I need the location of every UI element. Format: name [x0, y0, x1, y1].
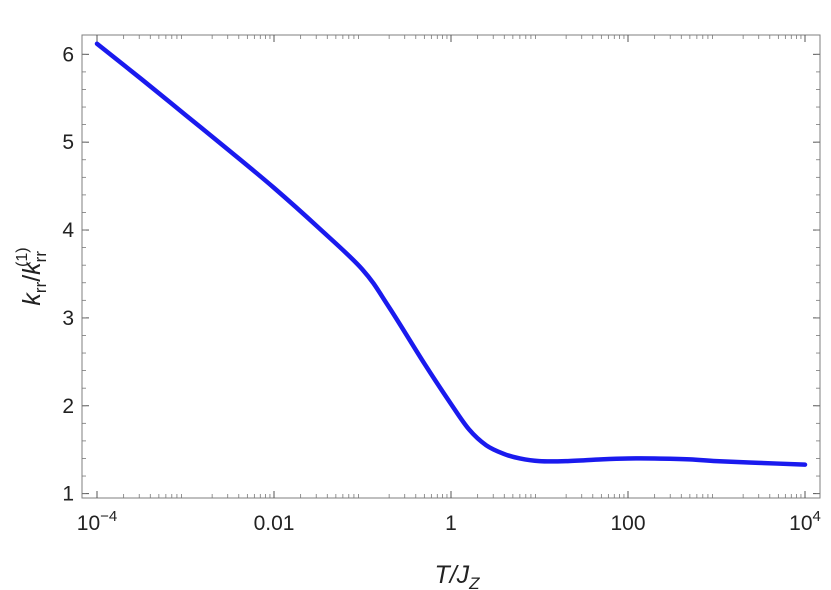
x-tick-label: 0.01: [254, 512, 295, 535]
x-tick-label: 1: [445, 512, 457, 535]
y-tick-label: 4: [62, 219, 74, 242]
y-tick-label: 2: [62, 395, 74, 418]
y-axis-label: krr/krr(1): [14, 247, 50, 305]
series-line: [94, 41, 808, 467]
plot-frame: [81, 34, 821, 499]
x-tick-label: 10−4: [77, 508, 117, 535]
y-tick-label: 3: [62, 307, 74, 330]
y-tick-label: 1: [62, 483, 74, 506]
x-axis-label: T/JZ: [434, 561, 480, 590]
x-tick-label: 104: [789, 508, 821, 535]
y-tick-label: 6: [62, 43, 74, 66]
y-tick-label: 5: [62, 131, 74, 154]
x-tick-label: 100: [610, 512, 645, 535]
